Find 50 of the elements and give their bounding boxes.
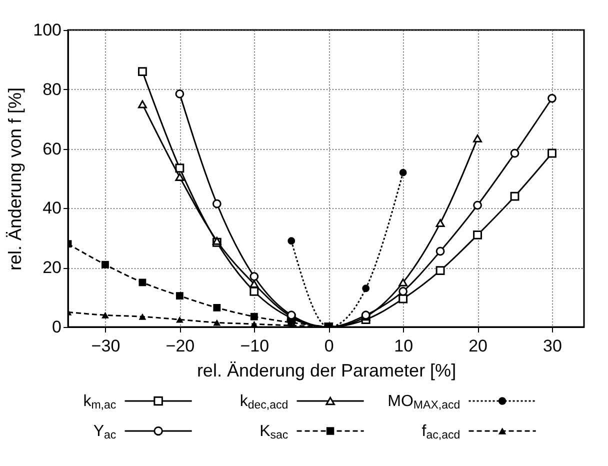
y-tick-label: 100 xyxy=(33,20,62,40)
point xyxy=(250,320,258,327)
point xyxy=(473,230,482,240)
point xyxy=(473,200,482,210)
x-tick-label: 10 xyxy=(394,336,414,356)
y-axis-title: rel. Änderung von f [%] xyxy=(5,87,26,271)
point xyxy=(175,89,184,98)
point xyxy=(138,313,146,320)
point xyxy=(548,94,556,103)
y-tick-label: 0 xyxy=(52,318,62,336)
point xyxy=(175,164,184,173)
point xyxy=(102,312,109,318)
point xyxy=(288,237,296,245)
point xyxy=(212,199,222,208)
point xyxy=(250,280,259,288)
point xyxy=(176,292,184,300)
y-tick-label: 80 xyxy=(42,80,62,99)
point xyxy=(250,312,258,320)
point xyxy=(399,168,407,176)
point xyxy=(213,304,221,312)
y-tick-label: 60 xyxy=(42,139,62,158)
point xyxy=(398,278,408,286)
x-tick-label: 30 xyxy=(543,336,562,356)
point xyxy=(250,272,259,281)
point xyxy=(398,294,408,304)
point xyxy=(138,100,147,108)
point xyxy=(362,284,370,292)
x-tick-label: −30 xyxy=(91,336,120,356)
y-tick-label: 40 xyxy=(42,198,62,218)
point xyxy=(102,260,109,268)
point xyxy=(176,316,184,323)
x-axis-title: rel. Änderung der Parameter [%] xyxy=(196,360,456,380)
point xyxy=(138,278,146,286)
point xyxy=(510,192,520,201)
x-tick-label: −10 xyxy=(240,336,270,356)
point xyxy=(250,286,259,296)
y-tick-label: 20 xyxy=(42,258,62,278)
point xyxy=(436,246,445,256)
point xyxy=(138,67,147,76)
x-tick-label: 20 xyxy=(468,336,488,356)
x-tick-label: −20 xyxy=(166,336,195,356)
x-tick-label: 0 xyxy=(324,336,334,356)
point xyxy=(473,134,482,142)
point xyxy=(398,286,408,296)
point xyxy=(175,173,184,181)
point xyxy=(213,319,221,326)
point xyxy=(548,148,556,158)
point xyxy=(510,148,520,158)
point xyxy=(436,219,445,228)
point xyxy=(436,266,445,276)
